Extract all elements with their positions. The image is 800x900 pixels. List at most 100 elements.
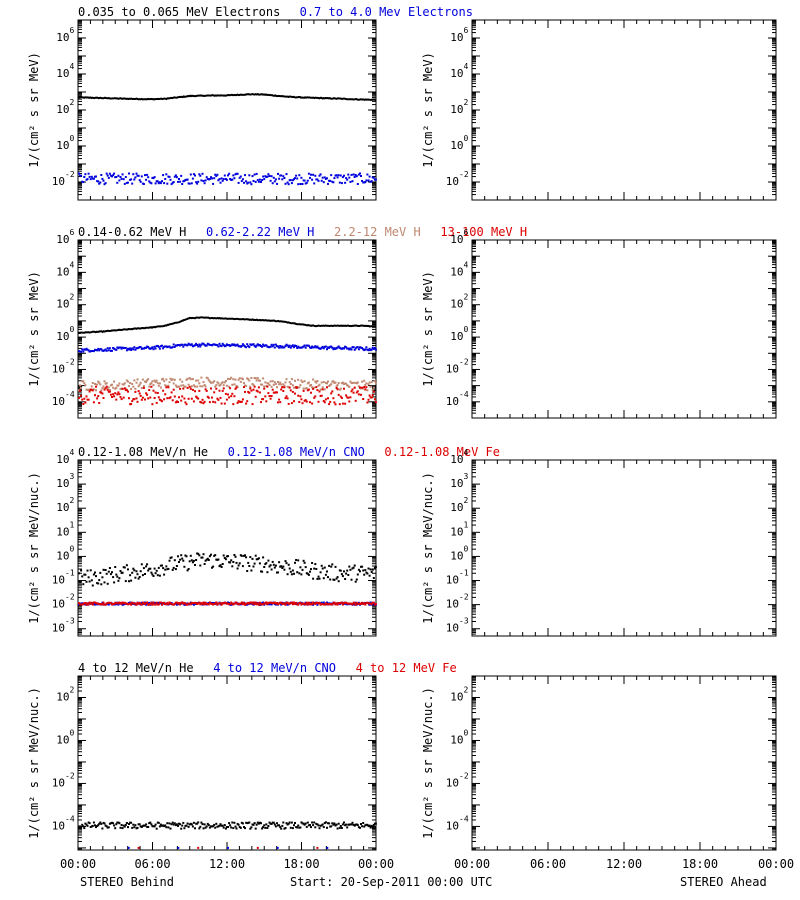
data-point [300,573,303,576]
data-point [336,827,339,830]
data-point [271,345,274,348]
data-point [240,400,243,403]
panel-3-title-3: 0.12-1.08 MeV Fe [384,445,500,459]
data-point [207,603,210,606]
y-tick-label: 10 [52,776,65,789]
data-point [159,601,162,604]
data-point [298,401,301,403]
data-point [125,564,128,567]
y-tick-label: 10 [446,175,459,188]
data-point [351,821,354,824]
data-point [232,827,235,830]
data-point [245,821,248,824]
data-point [267,346,270,349]
data-point [348,602,351,605]
x-tick-label: 06:00 [530,857,566,871]
data-point [297,394,300,397]
data-point [263,178,266,181]
data-point [364,602,367,604]
data-point [348,176,351,179]
data-point [132,385,135,388]
data-point [131,601,134,604]
data-point [282,821,285,824]
data-point [139,603,142,606]
data-point [124,176,127,178]
data-point [196,396,199,399]
data-point [240,345,243,347]
data-point [248,602,251,605]
data-point [80,394,83,397]
data-point [147,378,150,381]
data-point [346,384,349,387]
data-point [273,346,276,349]
data-point [285,378,288,381]
data-point [80,174,83,177]
data-point [321,176,324,179]
data-point [118,346,121,349]
data-point [278,561,281,564]
data-point [337,822,340,825]
data-point [254,554,257,557]
data-point [221,824,224,827]
data-point [214,343,217,346]
data-point [184,401,187,404]
data-point [164,393,167,396]
data-point [317,575,320,578]
data-point [177,401,179,403]
data-point [121,827,124,830]
data-point [249,385,252,388]
data-point [285,822,288,825]
data-point [83,827,86,830]
data-point [146,173,149,176]
data-point [276,822,278,825]
data-point [297,345,300,348]
data-point [157,345,160,348]
data-point [192,602,195,605]
data-point [149,821,152,824]
data-point [136,347,139,350]
data-point [253,173,256,176]
data-point [299,384,302,387]
data-point [137,346,140,349]
data-point [270,568,273,571]
data-point [155,379,158,382]
data-point [253,822,256,825]
data-point [214,385,217,388]
data-point [125,602,128,605]
data-point [189,378,192,381]
data-point [244,384,246,387]
data-point [195,395,198,398]
data-point [374,348,377,351]
data-point [216,381,219,384]
data-point [287,183,290,186]
data-point [118,382,121,385]
data-point [253,344,256,347]
data-point [91,350,94,352]
data-point [145,565,148,568]
data-point [352,173,355,176]
x-tick-label: 00:00 [60,857,96,871]
data-point [94,571,96,574]
panel-4-title-3: 4 to 12 MeV Fe [356,661,457,675]
data-point [221,342,224,345]
data-point [256,821,259,824]
data-point [204,601,207,604]
data-point [276,846,279,849]
y-tick-label: 10 [446,395,459,408]
data-point [225,384,228,387]
data-point [300,346,303,349]
panel-3-title-1: 0.12-1.08 MeV/n He [78,445,208,459]
data-point [175,565,178,567]
data-point [92,573,95,576]
data-point [115,348,118,351]
data-point [82,583,85,586]
data-point [206,822,209,825]
data-point [205,558,208,561]
data-point [194,564,196,566]
data-point [265,344,268,347]
data-point [287,402,290,405]
data-point [313,182,316,185]
data-point [285,562,288,565]
data-point [88,601,91,604]
data-point [139,381,142,384]
